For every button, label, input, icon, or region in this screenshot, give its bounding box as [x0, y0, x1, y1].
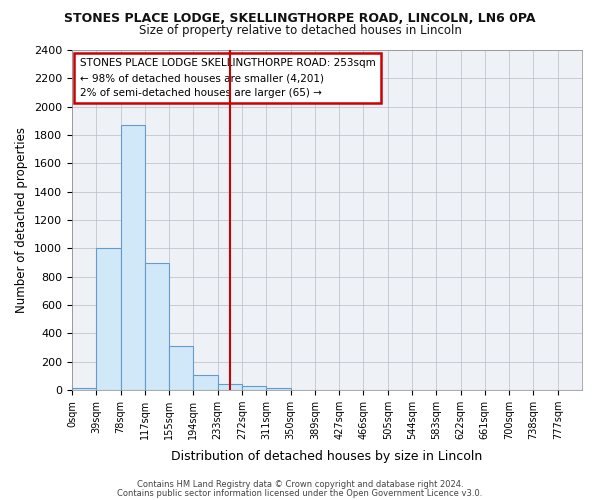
Text: STONES PLACE LODGE, SKELLINGTHORPE ROAD, LINCOLN, LN6 0PA: STONES PLACE LODGE, SKELLINGTHORPE ROAD,… — [64, 12, 536, 26]
Bar — [96, 248, 121, 390]
Bar — [72, 388, 96, 390]
Y-axis label: Number of detached properties: Number of detached properties — [16, 127, 28, 313]
Bar — [145, 262, 169, 390]
Bar — [242, 386, 266, 390]
Bar — [193, 375, 218, 390]
X-axis label: Distribution of detached houses by size in Lincoln: Distribution of detached houses by size … — [172, 450, 482, 464]
Bar — [266, 388, 290, 390]
Text: Contains public sector information licensed under the Open Government Licence v3: Contains public sector information licen… — [118, 488, 482, 498]
Bar — [218, 384, 242, 390]
Text: Contains HM Land Registry data © Crown copyright and database right 2024.: Contains HM Land Registry data © Crown c… — [137, 480, 463, 489]
Bar — [169, 346, 193, 390]
Text: STONES PLACE LODGE SKELLINGTHORPE ROAD: 253sqm
← 98% of detached houses are smal: STONES PLACE LODGE SKELLINGTHORPE ROAD: … — [80, 58, 376, 98]
Text: Size of property relative to detached houses in Lincoln: Size of property relative to detached ho… — [139, 24, 461, 37]
Bar — [121, 125, 145, 390]
